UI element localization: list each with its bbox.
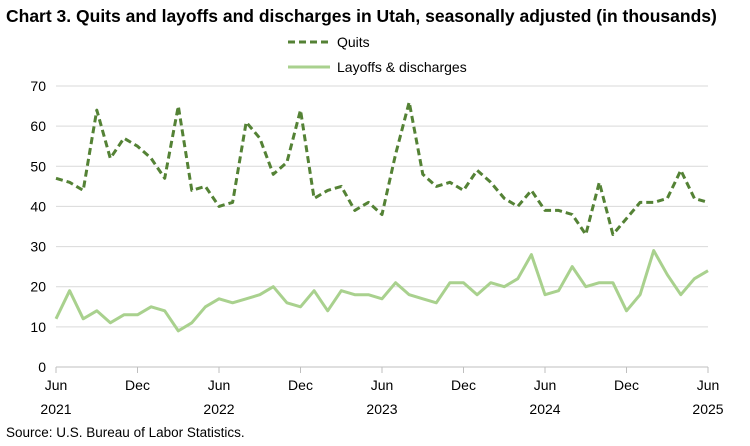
x-tick-label-month: Dec <box>614 377 639 393</box>
x-tick-label-month: Jun <box>697 377 720 393</box>
x-tick-label-year: 2022 <box>203 401 234 417</box>
x-tick-label-year: 2025 <box>692 401 723 417</box>
legend-label-layoffs-discharges: Layoffs & discharges <box>337 59 467 75</box>
series-lines <box>54 100 709 333</box>
y-tick-label: 30 <box>30 239 46 255</box>
y-tick-label: 0 <box>38 359 46 375</box>
y-tick-label: 70 <box>30 78 46 94</box>
y-tick-label: 60 <box>30 118 46 134</box>
x-tick-label-year: 2024 <box>529 401 560 417</box>
series-line-quits <box>55 100 709 236</box>
chart-title: Chart 3. Quits and layoffs and discharge… <box>6 6 717 26</box>
legend: Quits Layoffs & discharges <box>288 34 467 75</box>
y-tick-label: 40 <box>30 198 46 214</box>
x-tick-label-month: Jun <box>371 377 394 393</box>
x-tick-label-month: Dec <box>288 377 313 393</box>
x-tick-label-month: Dec <box>451 377 476 393</box>
y-tick-label: 50 <box>30 158 46 174</box>
x-tick-label-month: Jun <box>208 377 231 393</box>
series-line-layoffs-discharges <box>54 249 709 333</box>
x-tick-label-year: 2021 <box>40 401 71 417</box>
y-tick-label: 20 <box>30 279 46 295</box>
gridlines <box>56 85 708 328</box>
x-tick-label-year: 2023 <box>366 401 397 417</box>
y-tick-label: 10 <box>30 319 46 335</box>
x-tick-label-month: Jun <box>534 377 557 393</box>
x-tick-label-month: Dec <box>125 377 150 393</box>
source-note: Source: U.S. Bureau of Labor Statistics. <box>6 425 245 440</box>
legend-label-quits: Quits <box>337 34 370 50</box>
x-tick-label-month: Jun <box>45 377 68 393</box>
axes: 0 10 20 30 40 50 60 70 Jun 2021 Dec Jun 2022 Dec Jun 20… <box>30 78 723 417</box>
